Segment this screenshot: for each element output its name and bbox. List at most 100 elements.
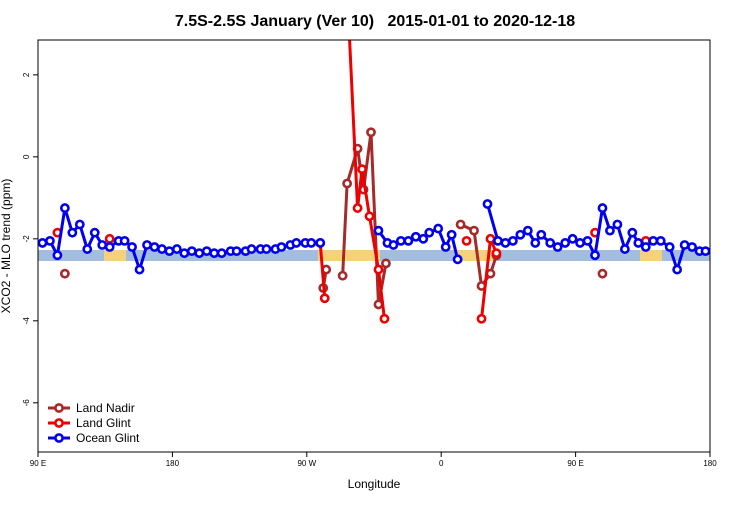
data-point (482, 199, 493, 209)
data-point (655, 235, 666, 246)
data-point (640, 242, 651, 252)
data-point (536, 229, 547, 240)
data-point (379, 313, 390, 324)
band-land (104, 250, 126, 261)
band-land (318, 250, 380, 261)
data-point (352, 203, 363, 213)
data-point (216, 248, 227, 259)
y-tick-label: -4 (22, 317, 31, 325)
data-point (209, 248, 220, 259)
data-point (491, 248, 502, 259)
data-point (52, 250, 63, 261)
data-point (127, 242, 137, 252)
data-point (493, 235, 503, 246)
data-point (485, 233, 496, 244)
data-point (395, 235, 406, 246)
data-point (82, 244, 93, 254)
data-point (424, 227, 435, 238)
data-point (337, 270, 348, 281)
x-tick-label: 90 E (567, 459, 583, 468)
data-point (315, 238, 326, 248)
data-point (507, 235, 518, 246)
data-point (476, 313, 487, 324)
data-point (246, 244, 257, 254)
data-point (530, 238, 541, 248)
band-land (640, 250, 662, 261)
data-point (134, 264, 145, 275)
x-tick-label: 180 (166, 459, 180, 468)
x-tick-label: 0 (439, 459, 444, 468)
data-point (567, 233, 578, 244)
series-line (318, 242, 327, 299)
data-point (59, 203, 70, 213)
data-point (179, 248, 190, 259)
data-point (582, 235, 593, 246)
data-point (552, 242, 563, 252)
data-point (319, 293, 330, 304)
data-point (633, 238, 644, 248)
plot-lines (38, 40, 710, 324)
data-point (67, 227, 78, 238)
data-point (605, 225, 615, 236)
data-point (446, 229, 457, 240)
data-point (149, 242, 160, 252)
data-point (186, 246, 197, 257)
x-tick-label: 90 E (30, 459, 46, 468)
data-point (104, 242, 115, 252)
x-tick-label: 180 (703, 459, 717, 468)
legend-label: Land Nadir (76, 401, 135, 415)
band-land (455, 250, 495, 261)
x-axis-label: Longitude (348, 477, 401, 491)
data-point (500, 238, 511, 248)
data-point (194, 248, 205, 259)
data-point (74, 219, 85, 230)
data-point (515, 229, 526, 240)
legend-label: Ocean Glint (76, 431, 140, 445)
data-point (119, 235, 130, 246)
data-point (164, 246, 175, 257)
data-point (410, 231, 421, 242)
data-point (403, 235, 414, 246)
data-point (231, 246, 242, 257)
data-point (291, 238, 302, 248)
data-point (59, 268, 70, 279)
data-point (89, 227, 100, 238)
data-point (545, 238, 556, 248)
chart-title: 7.5S-2.5S January (Ver 10) 2015-01-01 to… (175, 13, 575, 30)
data-point (452, 254, 463, 265)
data-point (104, 233, 115, 244)
y-axis-label: XCO2 - MLO trend (ppm) (0, 179, 13, 314)
data-point (664, 242, 675, 252)
series-line (348, 40, 386, 319)
band (38, 250, 710, 261)
data-point (38, 238, 48, 248)
data-point (597, 268, 608, 279)
data-point (388, 240, 399, 250)
data-point (261, 244, 272, 254)
data-point (619, 244, 630, 254)
data-point (433, 223, 444, 234)
data-point (560, 238, 571, 248)
data-point (648, 235, 659, 246)
legend-marker (54, 433, 64, 443)
y-tick-label: -6 (22, 399, 31, 407)
data-point (455, 219, 466, 230)
data-point (522, 225, 533, 236)
y-tick-label: 0 (22, 154, 31, 159)
data-point (575, 238, 585, 248)
legend-marker (54, 418, 64, 428)
x-tick-label: 90 W (297, 459, 316, 468)
data-point (418, 233, 429, 244)
data-point (440, 242, 451, 252)
data-point (672, 264, 683, 275)
data-point (700, 246, 710, 257)
data-point (381, 258, 391, 269)
data-point (597, 203, 608, 213)
data-point (171, 244, 182, 254)
data-point (366, 127, 376, 138)
legend-label: Land Glint (76, 416, 131, 430)
data-point (45, 235, 55, 246)
data-point (142, 240, 152, 250)
